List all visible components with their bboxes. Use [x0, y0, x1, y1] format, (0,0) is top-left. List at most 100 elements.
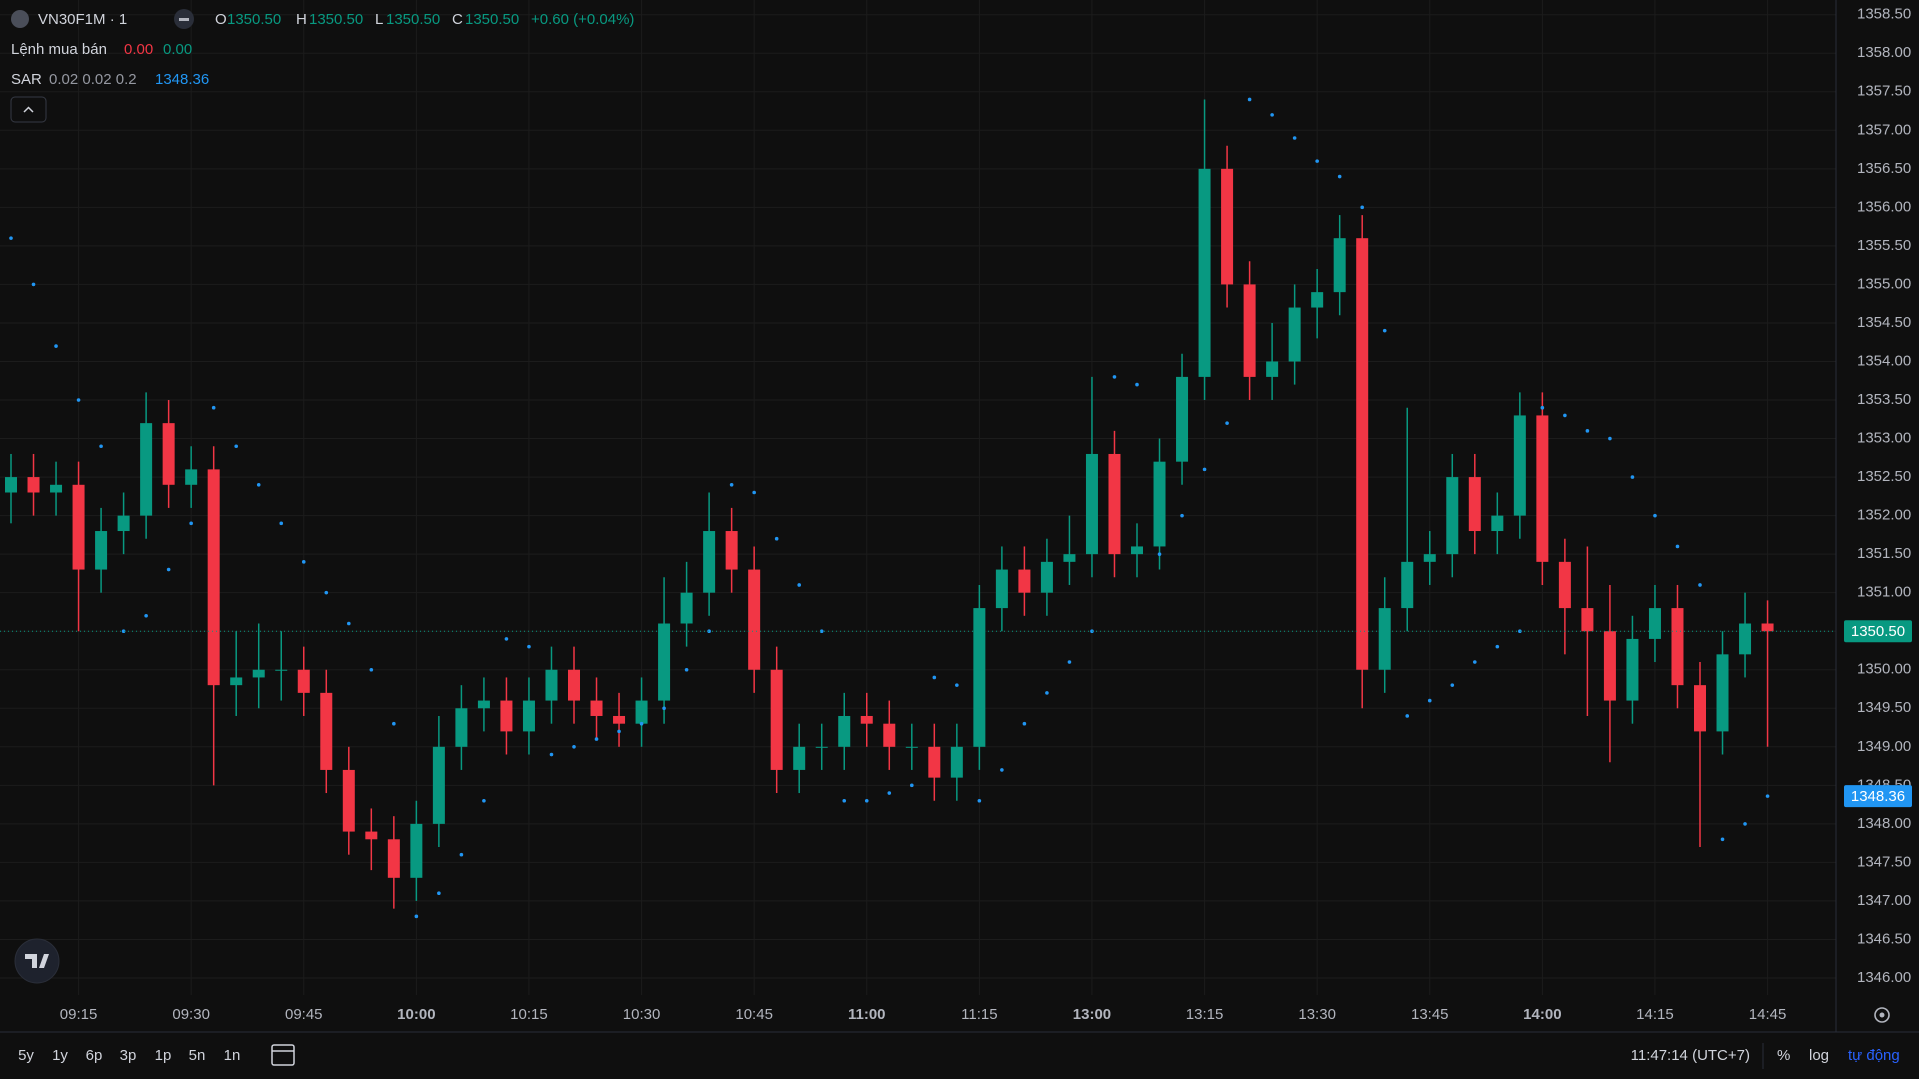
candle-body [770, 669, 783, 770]
y-tick-label: 1354.00 [1857, 352, 1911, 369]
candle-body [1401, 561, 1414, 609]
candle-body [1716, 654, 1729, 732]
candle-body [905, 746, 918, 748]
candle-body [410, 823, 423, 878]
sar-dot [910, 783, 914, 788]
candle-body [815, 746, 828, 748]
y-tick-label: 1356.00 [1857, 198, 1911, 215]
range-button[interactable]: 1n [224, 1047, 241, 1064]
candle-body [613, 715, 626, 724]
candle-body [1423, 554, 1436, 562]
sar-dot [76, 398, 81, 402]
x-tick-label: 13:00 [1073, 1006, 1111, 1023]
y-tick-label: 1358.00 [1857, 44, 1911, 61]
range-button[interactable]: 1p [155, 1047, 172, 1064]
candle-body [365, 831, 378, 840]
candle-body [1491, 515, 1504, 532]
sar-dot [256, 482, 261, 487]
log-toggle[interactable]: log [1809, 1047, 1829, 1064]
sar-dot [166, 567, 171, 572]
clock: 11:47:14 (UTC+7) [1631, 1047, 1750, 1064]
settings-button[interactable] [1874, 1007, 1890, 1023]
x-tick-label: 14:00 [1523, 1006, 1561, 1023]
y-tick-label: 1353.50 [1857, 391, 1911, 408]
x-tick-label: 11:15 [961, 1006, 997, 1023]
legend-l: L [375, 11, 383, 28]
candle-body [162, 423, 175, 485]
candle-body [1626, 638, 1639, 701]
sar-dot [234, 444, 238, 449]
sar-dot [1698, 583, 1702, 587]
sar-dot [459, 852, 464, 857]
sar-dot [189, 521, 193, 526]
candle-body [1581, 608, 1594, 632]
auto-toggle[interactable]: tự động [1848, 1047, 1900, 1064]
candle-body [1221, 168, 1234, 285]
candle-body [432, 746, 445, 824]
candle-body [1378, 608, 1391, 670]
range-button[interactable]: 6p [86, 1047, 103, 1064]
collapse-icon [23, 106, 34, 113]
candle-body [1356, 238, 1369, 670]
y-tick-label: 1358.50 [1857, 6, 1911, 23]
legend-h: H [296, 11, 307, 28]
sar-dot [662, 706, 666, 711]
range-button[interactable]: 3p [120, 1047, 137, 1064]
percent-toggle[interactable]: % [1777, 1047, 1790, 1064]
candle-body [928, 746, 941, 778]
x-tick-label: 09:15 [60, 1006, 98, 1023]
y-tick-label: 1347.00 [1857, 892, 1911, 909]
sar-dot [1608, 436, 1612, 441]
y-tick-label: 1355.00 [1857, 275, 1911, 292]
sar-dot [1427, 698, 1432, 703]
date-range-button[interactable] [271, 1044, 295, 1066]
y-tick-label: 1349.50 [1857, 699, 1911, 716]
sar-dot [1585, 429, 1590, 433]
x-tick-label: 14:15 [1636, 1006, 1674, 1023]
candle-body [320, 692, 333, 770]
range-button[interactable]: 5n [189, 1047, 206, 1064]
candle-body [1558, 561, 1571, 609]
candle-body [1761, 623, 1774, 632]
y-tick-label: 1347.50 [1857, 853, 1911, 870]
candle-body [27, 477, 40, 493]
orders-buy: 0.00 [163, 41, 192, 58]
range-button[interactable]: 1y [52, 1047, 68, 1064]
sar-dot [369, 667, 374, 672]
symbol[interactable]: VN30F1M · 1 [38, 11, 127, 28]
candle-body [703, 531, 716, 593]
sar-dot [1360, 205, 1364, 210]
candle-body [568, 669, 580, 701]
sar-dot [1540, 405, 1545, 410]
sar-dot [1112, 375, 1117, 379]
sar-dot [797, 583, 801, 587]
y-tick-label: 1354.50 [1857, 314, 1911, 331]
candle-body [973, 608, 986, 747]
sar-dot [1270, 113, 1274, 117]
x-tick-label: 10:45 [735, 1006, 773, 1023]
sar-dot [504, 637, 509, 641]
candle-body [995, 569, 1008, 609]
sar-dot [1180, 513, 1184, 518]
candle-body [50, 484, 63, 493]
candle-body [1513, 415, 1526, 516]
sar-dot [99, 444, 103, 449]
candle-body [1040, 561, 1053, 593]
candle-body [5, 477, 17, 493]
collapse-button[interactable] [10, 96, 47, 123]
sar-dot [1630, 475, 1635, 479]
sar-dot [54, 344, 58, 348]
legend-low: 1350.50 [386, 11, 440, 28]
sar-dot [1247, 97, 1252, 102]
orders-sell: 0.00 [124, 41, 153, 58]
sar-dot [1765, 794, 1770, 798]
y-tick-label: 1351.00 [1857, 584, 1911, 601]
sar-dot [1405, 714, 1410, 718]
sar-dot [1675, 544, 1680, 549]
sar-dot [819, 629, 824, 634]
range-button[interactable]: 5y [18, 1047, 34, 1064]
sar-dot [1135, 382, 1139, 387]
candle-body [793, 746, 806, 770]
sar-params: 0.02 0.02 0.2 [49, 71, 137, 88]
